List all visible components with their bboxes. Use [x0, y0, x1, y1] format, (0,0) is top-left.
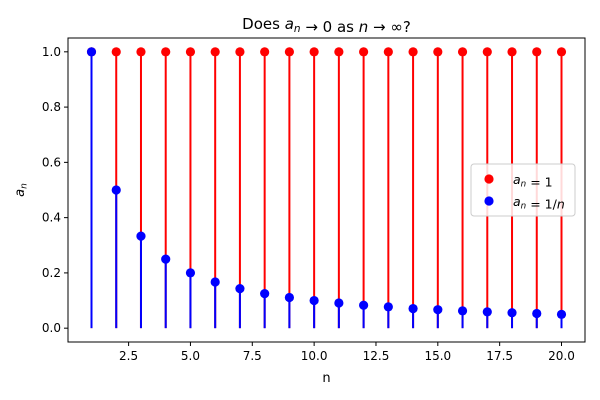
stem-marker [111, 47, 121, 57]
legend-marker [484, 196, 494, 206]
stem-marker [334, 298, 344, 308]
chart-title-text: Does an → 0 as n → ∞? [242, 15, 411, 36]
plot-border [67, 37, 586, 343]
x-tick-label: 7.5 [243, 349, 262, 363]
x-axis-label-text: n [322, 371, 330, 386]
stem-marker [408, 47, 418, 57]
legend-entry-label: an = 1 [513, 172, 553, 190]
x-tick-label: 17.5 [486, 349, 513, 363]
stem-marker [161, 254, 171, 264]
x-tick-label: 5.0 [181, 349, 200, 363]
stem-marker [383, 302, 393, 312]
stem-marker [532, 47, 542, 57]
y-tick-label: 1.0 [42, 45, 61, 59]
stem-marker [185, 47, 196, 57]
stem-marker [457, 306, 468, 316]
stem-marker [482, 47, 492, 57]
stem-marker [383, 47, 393, 57]
legend-marker [484, 174, 494, 184]
x-tick-label: 15.0 [424, 349, 451, 363]
stem-marker [309, 47, 319, 57]
stem-marker [210, 277, 220, 287]
stem-marker [359, 300, 369, 310]
stem-marker [334, 47, 344, 57]
stem-marker [507, 47, 517, 57]
axes-frame [67, 37, 586, 343]
x-axis-label: n [322, 371, 330, 386]
stem-marker [309, 295, 319, 306]
chart-title: Does an → 0 as n → ∞? [242, 15, 411, 36]
x-tick-label: 20.0 [548, 349, 575, 363]
x-axis-ticks: 2.5 5.0 7.5 10.0 12.5 15.0 17.5 20.0 [119, 342, 575, 363]
stem-marker [284, 292, 294, 303]
x-tick-label: 2.5 [119, 349, 138, 363]
stem-marker [185, 268, 196, 278]
y-axis-label: an [13, 183, 30, 197]
stem-marker [284, 47, 294, 57]
stem-marker [260, 47, 270, 57]
stem-marker [433, 305, 443, 315]
stem-marker [161, 47, 171, 57]
y-tick-label: 0.4 [42, 211, 61, 225]
stem-marker [260, 289, 270, 299]
series-reciprocal-stems [86, 47, 567, 329]
stem-marker [433, 47, 443, 57]
stem-marker [507, 308, 517, 318]
stem-marker [457, 47, 468, 57]
stem-marker [235, 47, 245, 57]
stem-marker [556, 309, 567, 319]
legend: an = 1 an = 1/n [470, 163, 576, 217]
x-tick-label: 10.0 [301, 349, 328, 363]
stem-marker [86, 47, 97, 57]
y-tick-label: 0.2 [42, 266, 61, 280]
y-tick-label: 0.8 [42, 100, 61, 114]
y-axis-ticks: 0.0 0.2 0.4 0.6 0.8 1.0 [42, 45, 68, 335]
stem-marker [210, 47, 220, 57]
legend-box [470, 163, 576, 217]
y-axis-label-text: an [13, 183, 30, 197]
stem-marker [136, 47, 146, 57]
stem-marker [556, 47, 567, 57]
x-tick-label: 12.5 [363, 349, 390, 363]
stem-marker [235, 284, 245, 294]
stem-marker [532, 308, 542, 319]
stem-marker [408, 303, 418, 314]
stem-marker [111, 185, 121, 195]
legend-entry-label: an = 1/n [513, 194, 565, 212]
stem-marker [136, 231, 146, 241]
stem-marker [482, 307, 492, 317]
y-tick-label: 0.6 [42, 155, 61, 169]
stem-marker [359, 47, 369, 57]
y-tick-label: 0.0 [42, 321, 61, 335]
